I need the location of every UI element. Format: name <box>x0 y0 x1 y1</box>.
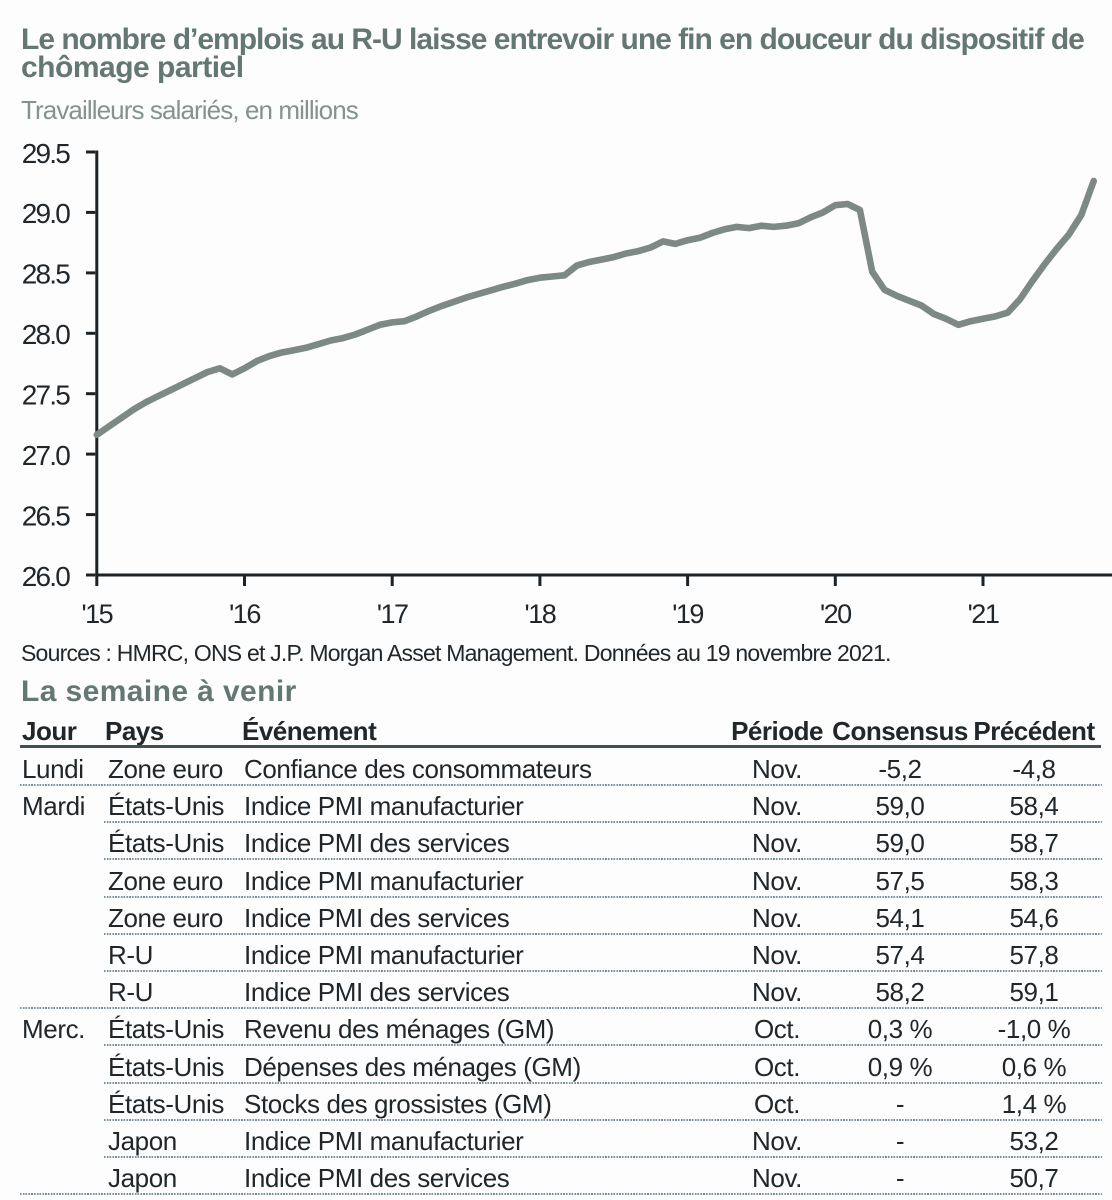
svg-text:28.0: 28.0 <box>22 319 71 350</box>
svg-text:'20: '20 <box>820 599 851 629</box>
svg-text:'18: '18 <box>525 599 556 629</box>
svg-text:26.5: 26.5 <box>22 500 71 531</box>
svg-text:'17: '17 <box>377 599 408 629</box>
svg-text:27.0: 27.0 <box>22 440 71 471</box>
svg-text:26.0: 26.0 <box>22 561 71 592</box>
svg-text:29.5: 29.5 <box>22 138 71 169</box>
svg-text:27.5: 27.5 <box>22 380 71 411</box>
svg-text:29.0: 29.0 <box>22 198 71 229</box>
svg-text:'19: '19 <box>672 599 703 629</box>
svg-text:'15: '15 <box>81 599 112 629</box>
svg-text:'21: '21 <box>968 599 999 629</box>
svg-text:'16: '16 <box>229 599 260 629</box>
svg-text:28.5: 28.5 <box>22 259 71 290</box>
